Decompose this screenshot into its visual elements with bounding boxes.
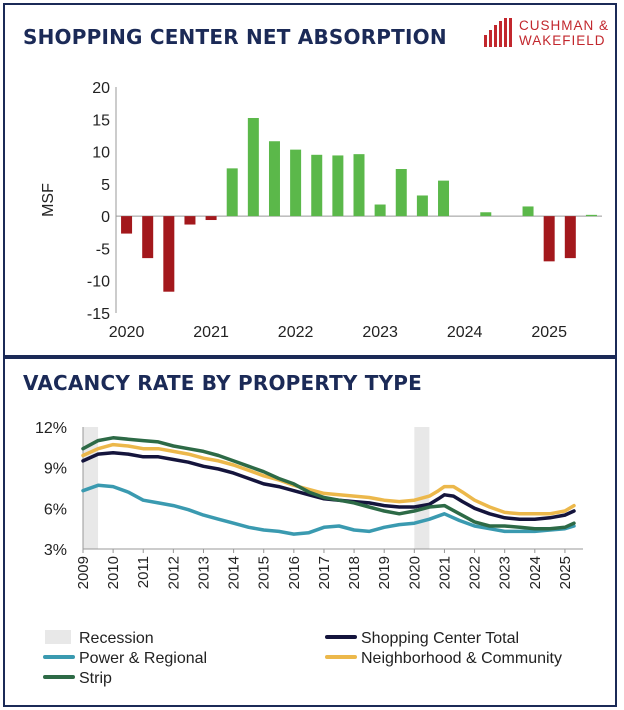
bar-x-tick-label-2024: 2024 xyxy=(447,324,483,341)
line-x-tick-label-2014: 2014 xyxy=(226,556,243,589)
cushman-wakefield-logo-icon xyxy=(484,18,512,47)
bar-x-tick-label-2025: 2025 xyxy=(531,324,567,341)
bar-y-tick-label-7: -15 xyxy=(87,306,110,323)
bar-y-tick-label-6: -10 xyxy=(87,274,110,291)
bar-x-tick-label-2020: 2020 xyxy=(109,324,145,341)
line-y-tick-label-2: 6% xyxy=(44,501,67,518)
bar-2024-q2 xyxy=(480,212,492,217)
bar-y-tick-label-4: 0 xyxy=(101,209,110,226)
legend-label-power-regional: Power & Regional xyxy=(79,650,207,667)
line-y-tick-label-3: 3% xyxy=(44,542,67,559)
bar-y-tick-label-3: 5 xyxy=(101,177,110,194)
line-x-tick-label-2010: 2010 xyxy=(105,556,122,589)
vacancy-rate-panel: VACANCY RATE BY PROPERTY TYPE 12% 9% 6% 3% 2… xyxy=(3,357,617,707)
line-x-tick-label-2013: 2013 xyxy=(195,556,212,589)
legend-label-strip: Strip xyxy=(79,670,112,687)
vacancy-chart-title: VACANCY RATE BY PROPERTY TYPE xyxy=(23,371,423,395)
bar-x-tick-label-2022: 2022 xyxy=(278,324,314,341)
bar-2023-q2 xyxy=(395,169,407,217)
logo-line-2: WAKEFIELD xyxy=(519,33,606,48)
series-line-neighborhood-community xyxy=(81,442,576,516)
net-absorption-panel: SHOPPING CENTER NET ABSORPTION CUSHMAN &… xyxy=(3,3,617,357)
bar-2022-q4 xyxy=(353,154,365,217)
bar-x-tick-label-2023: 2023 xyxy=(362,324,398,341)
line-x-tick-label-2016: 2016 xyxy=(286,556,303,589)
vacancy-line-chart: 12% 9% 6% 3% 2009 2010 2011 2012 2013 2014 2015 201… xyxy=(35,420,583,687)
bar-2023-q1 xyxy=(374,204,386,217)
bar-2023-q3 xyxy=(416,195,428,217)
bar-y-tick-label-5: -5 xyxy=(96,241,110,258)
logo-line-1: CUSHMAN & xyxy=(519,18,610,33)
line-y-tick-label-0: 12% xyxy=(35,420,67,437)
cushman-wakefield-logo: CUSHMAN & WAKEFIELD xyxy=(483,17,613,49)
bar-2022-q2 xyxy=(311,154,323,217)
line-x-tick-label-2015: 2015 xyxy=(256,556,273,589)
bar-2020-q3 xyxy=(163,216,175,292)
absorption-bar-chart: 20 15 10 5 0 -5 -10 -15 MSF 2020 2021 2022 2023 2024 2… xyxy=(40,80,602,341)
line-x-tick-label-2024: 2024 xyxy=(527,556,544,589)
bar-2025-q1 xyxy=(543,216,555,262)
line-x-tick-label-2019: 2019 xyxy=(376,556,393,589)
bar-2020-q2 xyxy=(142,216,154,259)
legend-label-shopping-center-total: Shopping Center Total xyxy=(361,630,519,647)
bar-2020-q4 xyxy=(184,216,196,225)
bar-2022-q3 xyxy=(332,155,344,217)
line-y-tick-label-1: 9% xyxy=(44,461,67,478)
bar-2022-q1 xyxy=(290,149,302,217)
line-x-tick-label-2022: 2022 xyxy=(467,556,484,589)
bar-2023-q4 xyxy=(438,180,450,217)
bar-y-tick-label-0: 20 xyxy=(92,80,110,97)
bar-y-tick-label-2: 10 xyxy=(92,145,110,162)
bar-2021-q4 xyxy=(268,141,280,217)
bar-2020-q1 xyxy=(121,216,133,234)
line-x-tick-label-2011: 2011 xyxy=(135,556,152,588)
line-x-tick-label-2025: 2025 xyxy=(557,556,574,589)
recession-band-1 xyxy=(414,427,430,549)
bar-y-axis-label: MSF xyxy=(40,183,57,217)
legend-label-neighborhood-community: Neighborhood & Community xyxy=(361,650,562,667)
line-x-tick-label-2009: 2009 xyxy=(75,556,92,589)
line-x-tick-label-2023: 2023 xyxy=(497,556,514,589)
line-x-tick-label-2012: 2012 xyxy=(165,556,182,589)
bar-x-tick-label-2021: 2021 xyxy=(193,324,229,341)
line-x-tick-label-2017: 2017 xyxy=(316,556,333,589)
bar-2021-q3 xyxy=(247,117,259,217)
line-x-tick-label-2018: 2018 xyxy=(346,556,363,589)
bar-y-tick-label-1: 15 xyxy=(92,112,110,129)
legend-swatch-recession xyxy=(45,630,71,644)
logo-wordmark: CUSHMAN & WAKEFIELD xyxy=(519,18,609,48)
line-x-tick-label-2021: 2021 xyxy=(436,556,453,589)
bar-2025-q2 xyxy=(564,216,576,259)
series-line-strip xyxy=(81,436,576,531)
line-x-tick-label-2020: 2020 xyxy=(406,556,423,589)
series-line-power-regional xyxy=(81,483,576,536)
bar-2021-q1 xyxy=(205,216,217,221)
legend-label-recession: Recession xyxy=(79,630,154,647)
absorption-chart-title: SHOPPING CENTER NET ABSORPTION xyxy=(23,25,447,49)
bar-2025-q3 xyxy=(585,214,597,217)
bar-2021-q2 xyxy=(226,168,238,217)
bar-2024-q4 xyxy=(522,206,534,217)
